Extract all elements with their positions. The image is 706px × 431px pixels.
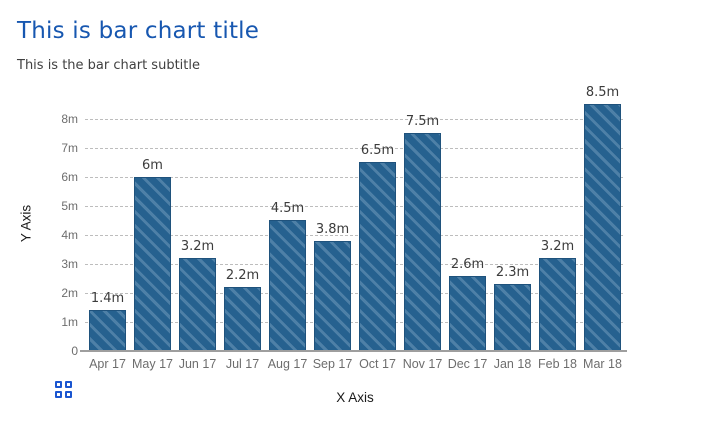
x-tick-label: Dec 17	[447, 357, 488, 371]
bar-may-17[interactable]	[134, 177, 171, 351]
bar-value-label: 1.4m	[90, 291, 125, 306]
bar-value-label: 7.5m	[405, 114, 440, 129]
x-axis-title: X Axis	[336, 390, 374, 405]
bar-feb-18[interactable]	[539, 258, 576, 351]
bar-value-label: 8.5m	[585, 85, 620, 100]
x-tick-label: Mar 18	[583, 357, 622, 371]
bar-nov-17[interactable]	[404, 133, 441, 351]
gridline	[85, 235, 623, 236]
x-tick-label: Apr 17	[89, 357, 126, 371]
grid-icon-square	[65, 381, 72, 388]
bar-apr-17[interactable]	[89, 310, 126, 351]
bar-value-label: 3.8m	[315, 222, 350, 237]
y-tick-label: 0	[71, 344, 78, 358]
chart-menu-grid-icon[interactable]	[55, 381, 73, 398]
y-tick-label: 6m	[61, 170, 78, 184]
x-tick-label: Jun 17	[178, 357, 217, 371]
bar-value-label: 4.5m	[270, 201, 305, 216]
x-tick-label: Oct 17	[359, 357, 396, 371]
y-tick-label: 4m	[61, 228, 78, 242]
gridline	[85, 293, 623, 294]
grid-icon-square	[55, 381, 62, 388]
grid-icon-square	[65, 391, 72, 398]
plot-area: 1.4m 6m 3.2m 2.2m 4.5m 3.8m 6.5m 7.5m 2.6m 2.3m 3.…	[85, 85, 625, 351]
bar-mar-18[interactable]	[584, 104, 621, 351]
bar-dec-17[interactable]	[449, 276, 486, 351]
bar-value-label: 3.2m	[180, 239, 215, 254]
y-axis-title: Y Axis	[18, 204, 34, 243]
x-tick-label: Jan 18	[493, 357, 532, 371]
x-axis-baseline	[80, 350, 627, 352]
bar-oct-17[interactable]	[359, 162, 396, 351]
bar-aug-17[interactable]	[269, 220, 306, 351]
bar-jan-18[interactable]	[494, 284, 531, 351]
bar-value-label: 2.3m	[495, 265, 530, 280]
x-tick-label: Feb 18	[538, 357, 577, 371]
bar-value-label: 6m	[142, 158, 163, 173]
x-tick-label: Nov 17	[402, 357, 443, 371]
x-tick-label: May 17	[132, 357, 173, 371]
grid-icon-square	[55, 391, 62, 398]
x-tick-label: Aug 17	[267, 357, 308, 371]
bar-jul-17[interactable]	[224, 287, 261, 351]
y-tick-label: 1m	[61, 315, 78, 329]
y-tick-label: 5m	[61, 199, 78, 213]
gridline	[85, 177, 623, 178]
y-tick-label: 8m	[61, 112, 78, 126]
bar-jun-17[interactable]	[179, 258, 216, 351]
bar-value-label: 2.2m	[225, 268, 260, 283]
gridline	[85, 264, 623, 265]
y-tick-label: 2m	[61, 286, 78, 300]
chart-subtitle: This is the bar chart subtitle	[17, 58, 200, 73]
bar-value-label: 3.2m	[540, 239, 575, 254]
gridline	[85, 206, 623, 207]
y-tick-label: 7m	[61, 141, 78, 155]
x-tick-label: Sep 17	[312, 357, 353, 371]
y-tick-label: 3m	[61, 257, 78, 271]
chart-title: This is bar chart title	[17, 18, 260, 44]
bar-sep-17[interactable]	[314, 241, 351, 351]
bar-value-label: 2.6m	[450, 257, 485, 272]
gridline	[85, 119, 623, 120]
x-tick-label: Jul 17	[225, 357, 260, 371]
gridline	[85, 148, 623, 149]
bar-value-label: 6.5m	[360, 143, 395, 158]
gridline	[85, 322, 623, 323]
